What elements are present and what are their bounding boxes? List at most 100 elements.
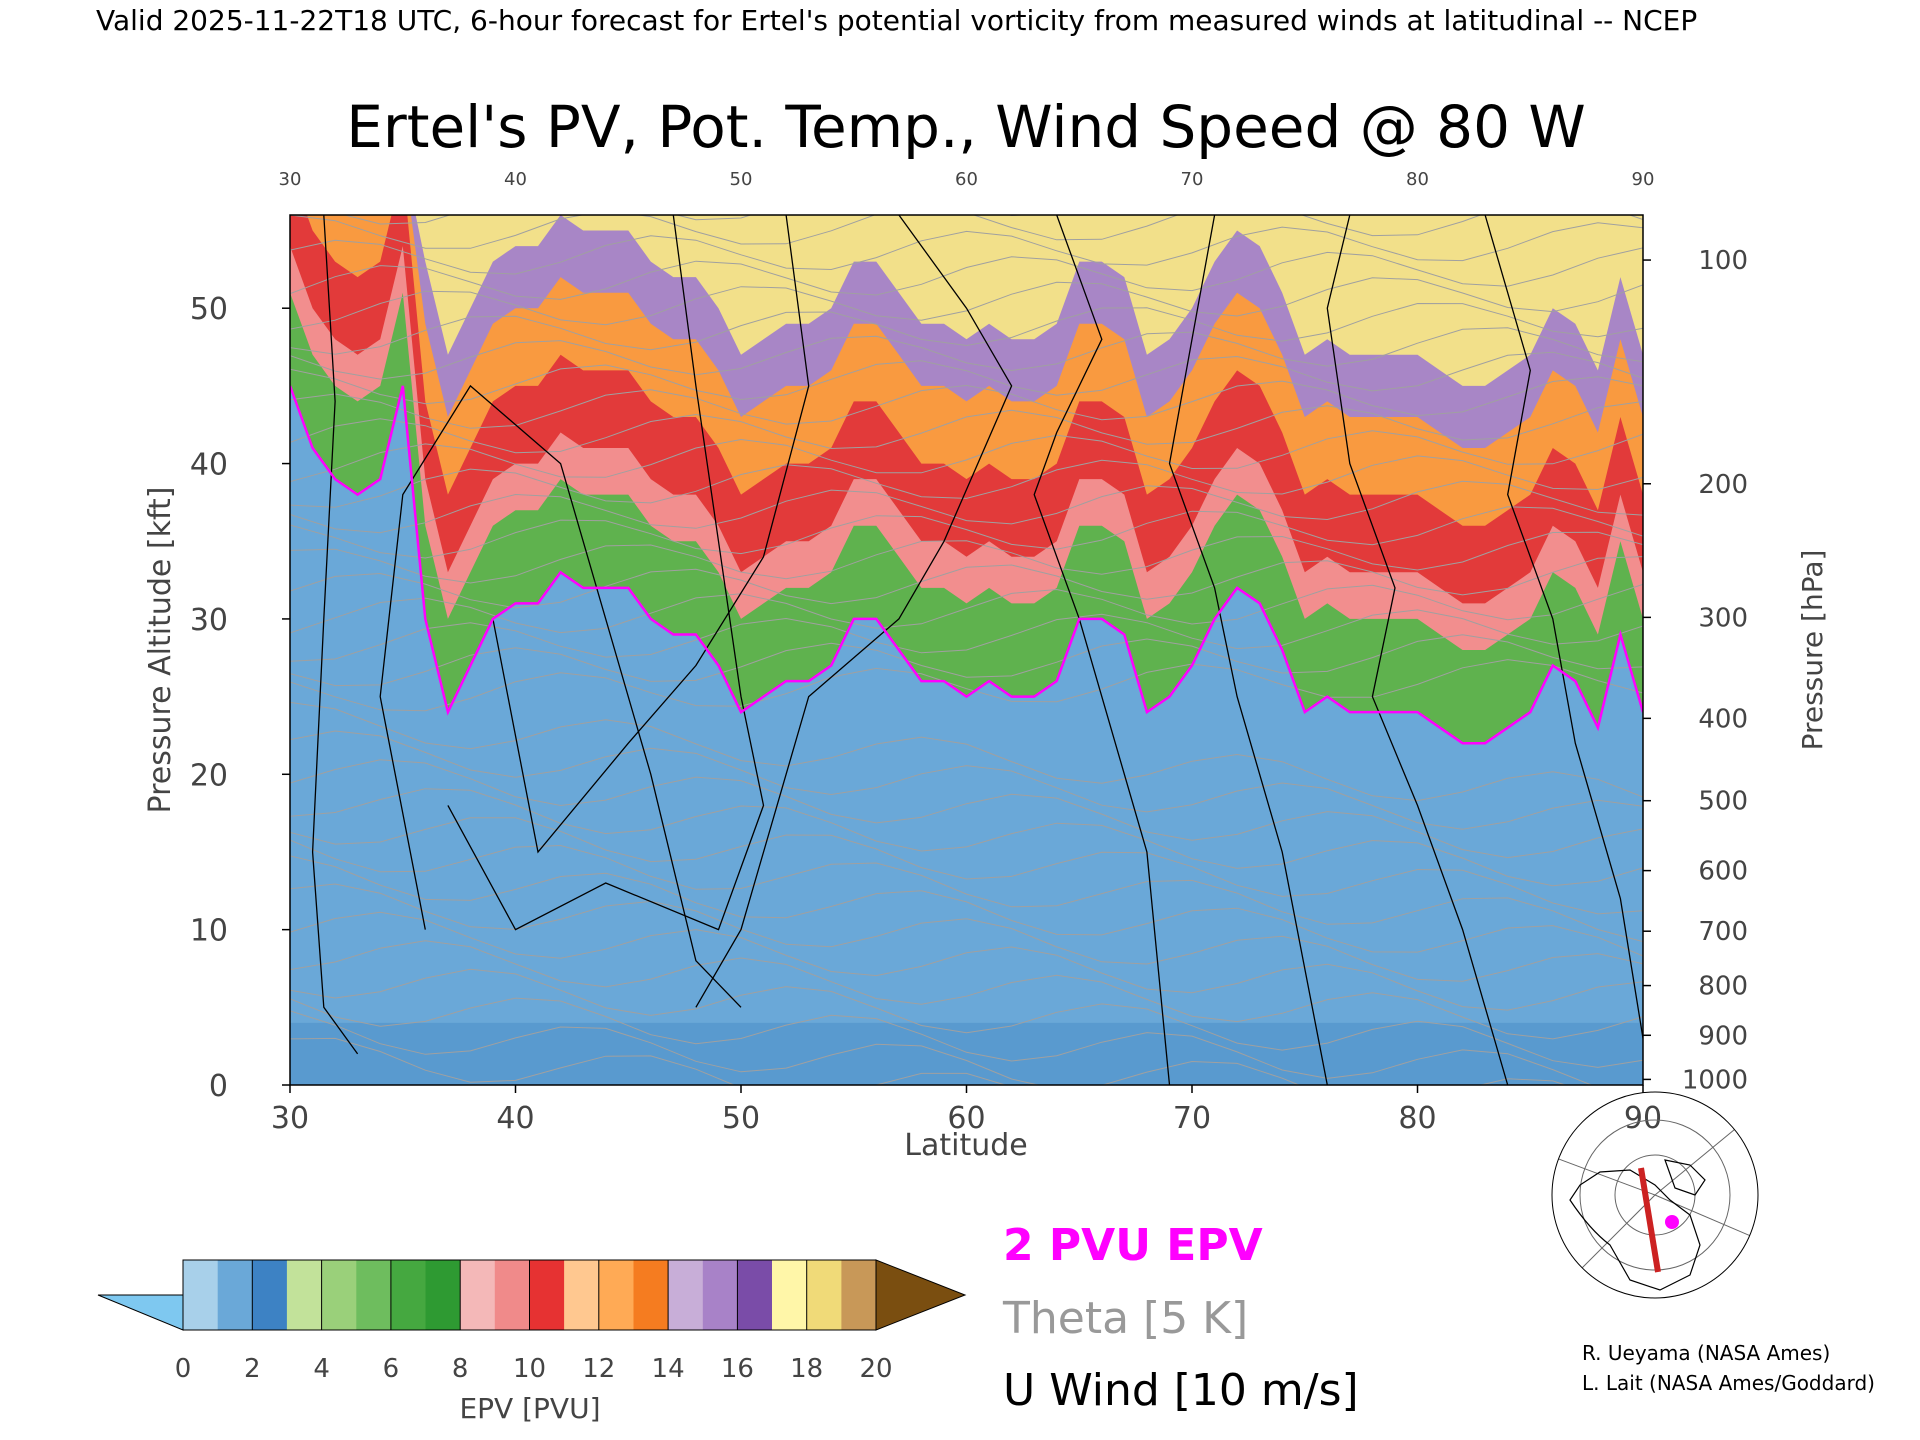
lower-field-tint [290, 1022, 1643, 1085]
theta-isoline [290, 759, 1643, 859]
x-top-tick-label: 60 [955, 169, 978, 190]
theta-isoline [290, 531, 1643, 584]
colorbar-tick-label: 20 [859, 1354, 892, 1384]
colorbar-cell [737, 1260, 773, 1330]
pressure-tick-label: 300 [1698, 603, 1748, 633]
colorbar-cell [633, 1260, 669, 1330]
colorbar-cell [425, 1260, 461, 1330]
x-top-tick-label: 40 [504, 169, 527, 190]
colorbar-tick-label: 18 [790, 1354, 823, 1384]
y-axis-left: 0 10 20 30 40 50 [190, 292, 290, 1104]
pressure-tick-label: 200 [1698, 470, 1748, 500]
map-outline [1551, 1091, 1759, 1299]
theta-isoline [290, 730, 1643, 830]
y-tick-label: 20 [190, 758, 228, 793]
colorbar-tick-labels: 0 2 4 6 8 10 12 14 16 18 20 [175, 1354, 893, 1384]
y-axis-right-label: Pressure [hPa] [1796, 550, 1829, 751]
pv-band-5 [415, 215, 1643, 386]
theta-contours [290, 215, 1643, 1085]
theta-isoline [290, 997, 1593, 1085]
legend-2pvu: 2 PVU EPV [1003, 1220, 1263, 1271]
theta-isoline [290, 215, 1643, 249]
wind-contour-1 [379, 384, 742, 1008]
legend-theta: Theta [5 K] [1002, 1293, 1248, 1344]
credit-line-2: L. Lait (NASA Ames/Goddard) [1582, 1371, 1875, 1395]
x-top-tick-label: 90 [1632, 169, 1655, 190]
x-tick-label: 40 [496, 1101, 534, 1136]
x-tick-label: 50 [722, 1101, 760, 1136]
theta-isoline [290, 839, 1643, 943]
theta-isoline [290, 247, 1643, 300]
wind-contours [311, 215, 1643, 1085]
theta-isoline [290, 788, 1643, 887]
map-coastline-greenland [1664, 1159, 1706, 1196]
legend: 2 PVU EPV Theta [5 K] U Wind [10 m/s] [1002, 1220, 1359, 1416]
y-tick-label: 30 [190, 603, 228, 638]
y-axis-right: 100 200 300 400 500 600 700 800 900 1000 [1643, 246, 1748, 1095]
wind-contour-6 [1168, 215, 1328, 1085]
colorbar-tick-label: 6 [383, 1354, 400, 1384]
pressure-tick-label: 1000 [1682, 1065, 1748, 1095]
pv-2pvu-contour [290, 385, 1643, 745]
theta-isoline [290, 634, 1643, 687]
plot-area [290, 215, 1643, 1085]
colorbar-cell [217, 1260, 253, 1330]
colorbar-cell [183, 1260, 219, 1330]
theta-isoline [290, 556, 1643, 609]
theta-isoline [290, 327, 1643, 380]
colorbar-tick-label: 8 [452, 1354, 469, 1384]
theta-isoline [290, 277, 1643, 330]
theta-isoline [290, 968, 1643, 1068]
x-top-tick-label: 50 [730, 169, 753, 190]
theta-isoline [290, 506, 1643, 559]
colorbar-cell [494, 1260, 530, 1330]
colorbar-over-triangle [875, 1259, 967, 1331]
credit-line-1: R. Ueyama (NASA Ames) [1582, 1341, 1830, 1365]
y-tick-label: 50 [190, 292, 228, 327]
theta-isoline [290, 940, 1643, 1040]
wind-contour-7 [1326, 215, 1509, 1085]
x-tick-label: 60 [947, 1101, 985, 1136]
wind-contour-4 [695, 215, 1013, 1008]
colorbar-cell [772, 1260, 808, 1330]
chart-title: Ertel's PV, Pot. Temp., Wind Speed @ 80 … [346, 93, 1586, 161]
colorbar-label: EPV [PVU] [459, 1392, 600, 1425]
wind-contour-2 [447, 215, 765, 931]
colorbar-tick-label: 12 [582, 1354, 615, 1384]
theta-isoline [290, 1037, 1007, 1085]
x-tick-label: 80 [1398, 1101, 1436, 1136]
colorbar-cell [841, 1260, 877, 1330]
theta-isoline [290, 455, 1643, 508]
colorbar-cell [356, 1260, 392, 1330]
colorbar-tick-label: 2 [244, 1354, 261, 1384]
theta-isoline [290, 701, 1643, 802]
theta-isoline [290, 583, 1643, 634]
pressure-tick-label: 600 [1698, 857, 1748, 887]
theta-isoline [290, 480, 1643, 534]
x-axis-top: 30 40 50 60 70 80 90 [279, 169, 1655, 190]
theta-isoline [290, 609, 1643, 662]
colorbar-tick-label: 16 [721, 1354, 754, 1384]
colorbar-cell [668, 1260, 704, 1330]
header-line: Valid 2025-11-22T18 UTC, 6-hour forecast… [96, 4, 1697, 37]
y-tick-label: 0 [209, 1069, 228, 1104]
colorbar-cell [598, 1260, 634, 1330]
theta-isoline [290, 659, 1643, 712]
theta-isoline [290, 1010, 1567, 1085]
wind-contour-5 [1033, 215, 1171, 1085]
theta-isoline [290, 817, 1643, 915]
wind-contour-8 [1484, 215, 1643, 1039]
legend-uwind: U Wind [10 m/s] [1003, 1365, 1359, 1416]
pv-bands [290, 215, 1643, 1085]
colorbar-tick-label: 10 [513, 1354, 546, 1384]
colorbar-cell [252, 1260, 288, 1330]
colorbar-tick-label: 0 [175, 1354, 192, 1384]
x-tick-label: 70 [1173, 1101, 1211, 1136]
colorbar-cell [529, 1260, 565, 1330]
x-tick-label: 30 [271, 1101, 309, 1136]
theta-isoline [290, 401, 1643, 454]
pressure-tick-label: 500 [1698, 787, 1748, 817]
pv-colorbar: 0 2 4 6 8 10 12 14 16 18 20 EPV [PVU] [97, 1259, 967, 1425]
x-tick-label: 90 [1624, 1101, 1662, 1136]
